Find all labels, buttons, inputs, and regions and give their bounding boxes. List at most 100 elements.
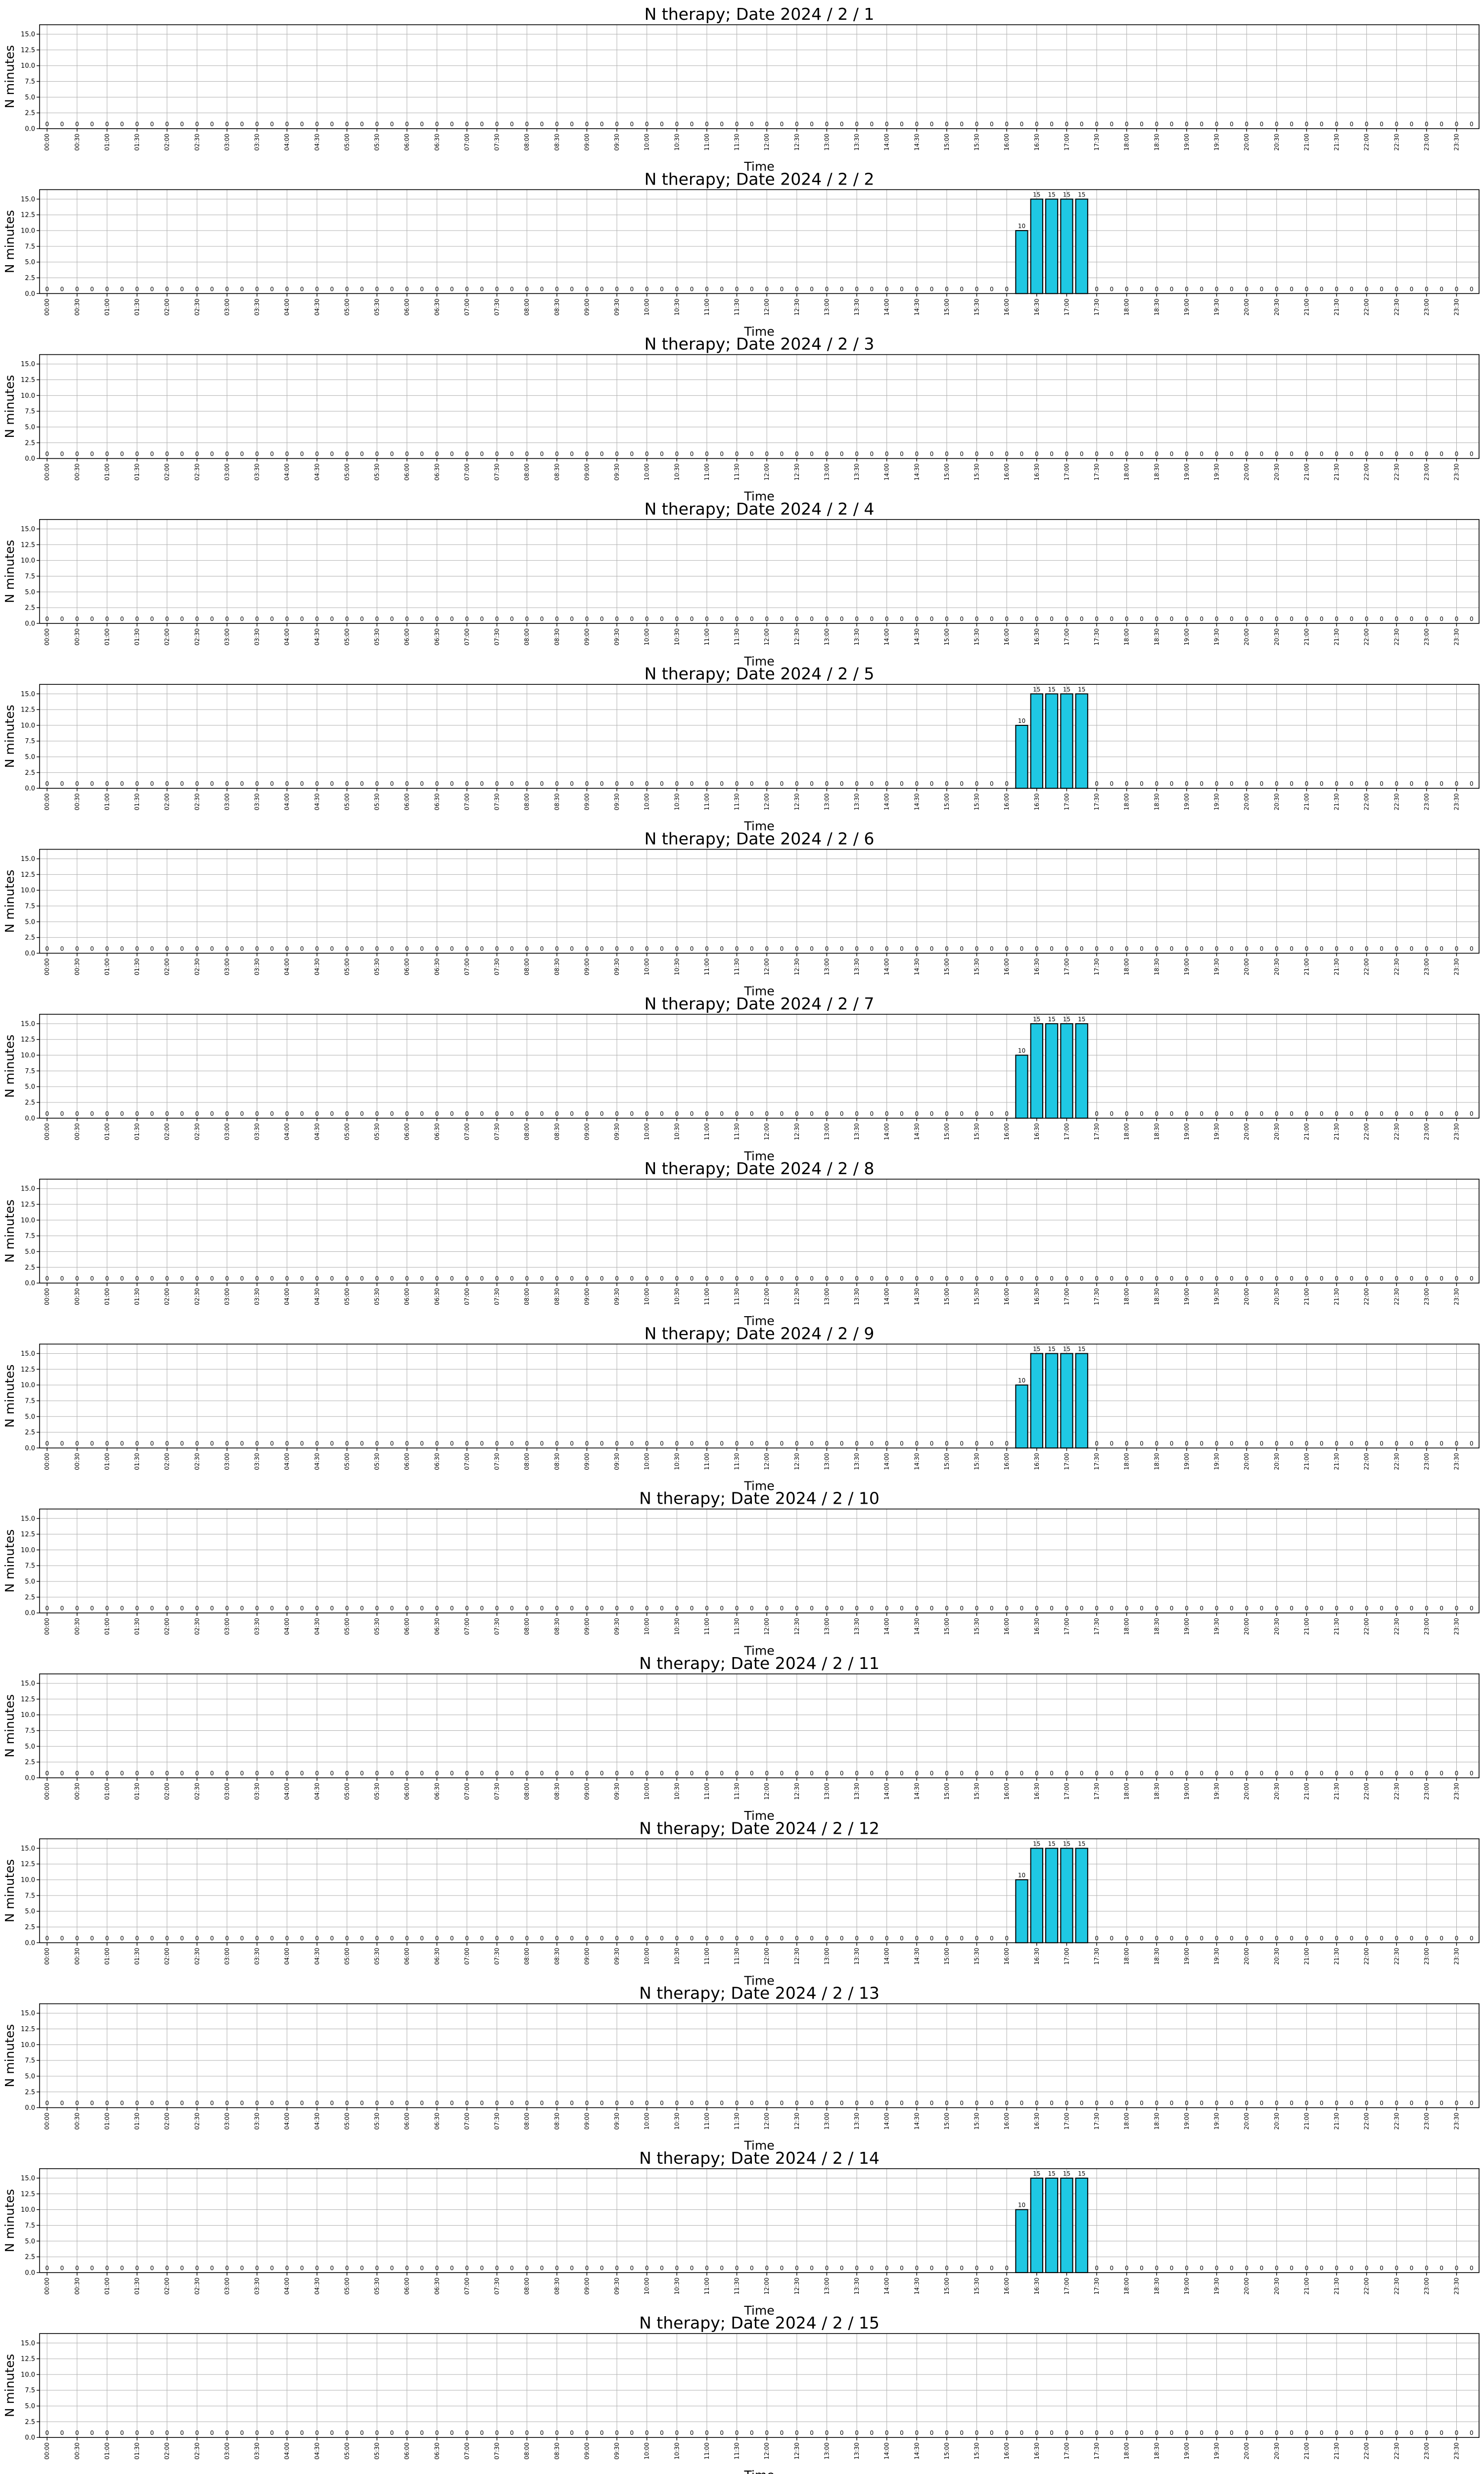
bar-value-label: 0 bbox=[420, 1275, 424, 1282]
bar-value-label: 0 bbox=[960, 1605, 964, 1612]
bar-value-label: 0 bbox=[1080, 1770, 1084, 1777]
x-tick-label: 07:30 bbox=[494, 1948, 501, 1965]
bar-value-label: 0 bbox=[375, 616, 379, 622]
x-tick-label: 06:30 bbox=[433, 1123, 440, 1141]
x-tick-label: 17:30 bbox=[1093, 1783, 1100, 1800]
bar-value-label: 0 bbox=[1140, 451, 1144, 458]
bar-value-label: 0 bbox=[240, 1770, 244, 1777]
bar-value-label: 0 bbox=[540, 285, 544, 292]
bar-value-label: 0 bbox=[1200, 616, 1204, 622]
x-tick-label: 20:00 bbox=[1243, 1123, 1250, 1141]
bar-value-label: 0 bbox=[195, 2265, 199, 2272]
bar-value-label: 0 bbox=[1200, 285, 1204, 292]
bar-value-label: 0 bbox=[270, 1275, 274, 1282]
y-axis-label: N minutes bbox=[2, 540, 17, 603]
bar-value-label: 0 bbox=[1365, 1605, 1369, 1612]
x-tick-label: 05:30 bbox=[373, 2113, 380, 2130]
x-tick-label: 00:30 bbox=[74, 298, 81, 316]
bar-value-label: 0 bbox=[1065, 1275, 1069, 1282]
bar-value-label: 0 bbox=[1275, 1770, 1279, 1777]
x-tick-label: 01:00 bbox=[103, 1288, 110, 1305]
y-tick-label: 7.5 bbox=[25, 243, 35, 250]
bar-value-label: 0 bbox=[885, 2265, 889, 2272]
bar-value-label: 0 bbox=[1215, 1440, 1219, 1447]
bar-value-label: 0 bbox=[930, 1770, 934, 1777]
y-tick-label: 5.0 bbox=[25, 2073, 35, 2080]
x-tick-label: 17:00 bbox=[1063, 1288, 1070, 1305]
x-tick-label: 09:30 bbox=[613, 1783, 620, 1800]
bar bbox=[1016, 1880, 1027, 1943]
bar-value-label: 0 bbox=[450, 285, 454, 292]
bar-value-label: 0 bbox=[1350, 451, 1354, 458]
x-tick-label: 04:00 bbox=[283, 464, 290, 481]
bar-value-label: 0 bbox=[420, 1935, 424, 1942]
x-tick-label: 17:30 bbox=[1093, 134, 1100, 151]
y-tick-label: 2.5 bbox=[25, 439, 35, 447]
x-tick-label: 19:00 bbox=[1183, 1453, 1190, 1470]
bar-value-label: 0 bbox=[510, 2265, 514, 2272]
x-tick-label: 15:00 bbox=[943, 464, 950, 481]
x-tick-label: 16:30 bbox=[1033, 958, 1040, 976]
x-tick-label: 11:30 bbox=[734, 1618, 741, 1635]
bar-value-label: 0 bbox=[1290, 1935, 1294, 1942]
x-tick-label: 18:30 bbox=[1153, 1783, 1160, 1800]
x-tick-label: 11:30 bbox=[734, 134, 741, 151]
bar-value-label: 0 bbox=[1185, 451, 1189, 458]
x-tick-label: 09:30 bbox=[613, 464, 620, 481]
bar-value-label: 0 bbox=[840, 1770, 844, 1777]
bar-value-label: 0 bbox=[405, 451, 409, 458]
bar-value-label: 0 bbox=[315, 121, 319, 128]
bar-value-label: 0 bbox=[690, 1110, 694, 1117]
bar-value-label: 0 bbox=[1140, 2100, 1144, 2107]
x-tick-label: 05:00 bbox=[343, 1618, 350, 1635]
x-tick-label: 13:30 bbox=[853, 464, 860, 481]
x-tick-label: 14:00 bbox=[883, 134, 890, 151]
bar-value-label: 0 bbox=[1470, 121, 1474, 128]
bar-value-label: 0 bbox=[1200, 2265, 1204, 2272]
x-tick-label: 08:30 bbox=[554, 1948, 560, 1965]
bar-value-label: 0 bbox=[1155, 1605, 1159, 1612]
bar-value-label: 0 bbox=[165, 780, 169, 787]
bar-value-label: 15 bbox=[1063, 2170, 1070, 2177]
bar-value-label: 0 bbox=[795, 1770, 799, 1777]
x-tick-label: 10:00 bbox=[644, 298, 650, 316]
bar-value-label: 0 bbox=[660, 451, 664, 458]
x-tick-label: 14:00 bbox=[883, 958, 890, 976]
x-tick-label: 20:30 bbox=[1273, 793, 1280, 810]
bar-value-label: 0 bbox=[600, 1770, 604, 1777]
bar-value-label: 0 bbox=[1005, 285, 1009, 292]
x-tick-label: 03:30 bbox=[254, 2278, 261, 2295]
x-tick-label: 11:00 bbox=[703, 298, 710, 316]
y-tick-label: 12.5 bbox=[21, 1531, 35, 1538]
bar-value-label: 0 bbox=[270, 616, 274, 622]
bar-value-label: 0 bbox=[480, 1605, 484, 1612]
bar-value-label: 0 bbox=[630, 1770, 634, 1777]
bar-value-label: 0 bbox=[240, 2100, 244, 2107]
x-tick-label: 15:00 bbox=[943, 1123, 950, 1141]
x-tick-label: 01:00 bbox=[103, 793, 110, 810]
bar-value-label: 15 bbox=[1078, 2170, 1085, 2177]
x-tick-label: 03:00 bbox=[224, 1948, 231, 1965]
bar-value-label: 0 bbox=[990, 285, 994, 292]
x-tick-label: 19:00 bbox=[1183, 2113, 1190, 2130]
x-tick-label: 15:00 bbox=[943, 2113, 950, 2130]
bar-value-label: 0 bbox=[165, 1770, 169, 1777]
x-tick-label: 10:30 bbox=[673, 793, 680, 810]
bar-value-label: 0 bbox=[255, 451, 259, 458]
x-tick-label: 03:00 bbox=[224, 793, 231, 810]
x-tick-label: 00:00 bbox=[44, 298, 50, 316]
bar-value-label: 0 bbox=[495, 121, 499, 128]
bar-value-label: 0 bbox=[765, 121, 769, 128]
bar-value-label: 0 bbox=[660, 1440, 664, 1447]
x-tick-label: 20:30 bbox=[1273, 1453, 1280, 1470]
y-tick-label: 10.0 bbox=[21, 722, 35, 729]
x-tick-label: 21:00 bbox=[1303, 2113, 1310, 2130]
x-tick-label: 07:00 bbox=[464, 793, 470, 810]
bar-value-label: 0 bbox=[1200, 946, 1204, 952]
bar bbox=[1061, 1353, 1072, 1448]
bar-value-label: 0 bbox=[510, 1440, 514, 1447]
bar-value-label: 0 bbox=[360, 451, 364, 458]
x-tick-label: 23:30 bbox=[1453, 1783, 1460, 1800]
bar-value-label: 0 bbox=[1305, 2100, 1309, 2107]
bar-value-label: 0 bbox=[1245, 285, 1249, 292]
